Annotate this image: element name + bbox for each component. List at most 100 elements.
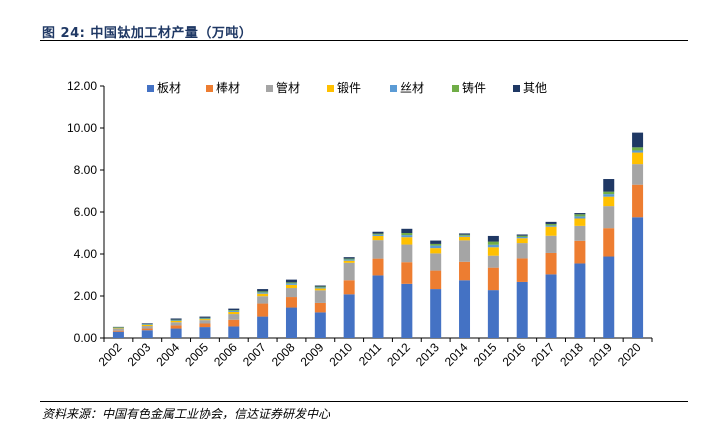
bar-segment: [516, 235, 528, 237]
bar-segment: [112, 327, 124, 328]
bar-segment: [603, 179, 615, 192]
bar-segment: [487, 247, 499, 256]
bar-segment: [545, 252, 557, 275]
legend-label: 铸件: [462, 80, 486, 95]
bar-segment: [516, 234, 528, 236]
bar-segment: [285, 282, 297, 284]
bar-segment: [343, 280, 355, 295]
bar-segment: [343, 260, 355, 263]
bar-segment: [372, 234, 384, 236]
y-tick-label: 6.00: [74, 205, 98, 219]
bar-segment: [574, 216, 586, 219]
x-tick-label: 2014: [442, 340, 471, 369]
bar-segment: [603, 191, 615, 195]
bar-segment: [459, 261, 471, 281]
bar-segment: [343, 258, 355, 260]
bar-segment: [141, 323, 153, 324]
bar-segment: [516, 258, 528, 282]
bar-segment: [285, 279, 297, 283]
bar-segment: [430, 245, 442, 249]
x-tick-label: 2007: [240, 340, 269, 369]
bar-segment: [372, 233, 384, 235]
legend-label: 其他: [523, 81, 547, 95]
x-tick-label: 2020: [615, 340, 644, 369]
bar-segment: [487, 241, 499, 245]
bar-segment: [603, 194, 615, 197]
bar-segment: [257, 291, 269, 293]
bar-segment: [285, 284, 297, 289]
bar-segment: [459, 234, 471, 236]
bar-segment: [199, 316, 211, 318]
bar-segment: [459, 240, 471, 262]
bar-segment: [141, 324, 153, 325]
legend-swatch: [327, 85, 334, 92]
bar-segment: [112, 328, 124, 329]
bar-segment: [430, 289, 442, 338]
bar-segment: [112, 331, 124, 338]
bar-segment: [459, 233, 471, 235]
y-tick-label: 4.00: [74, 247, 98, 261]
bar-segment: [430, 248, 442, 254]
bar-segment: [199, 319, 211, 321]
bar-segment: [228, 314, 240, 320]
bar-segment: [199, 327, 211, 338]
bar-segment: [574, 213, 586, 215]
bar-segment: [487, 267, 499, 291]
bar-segment: [199, 318, 211, 320]
bar-segment: [199, 320, 211, 324]
x-tick-label: 2018: [557, 340, 586, 369]
bar-segment: [372, 235, 384, 241]
bar-segment: [487, 290, 499, 338]
bar-segment: [112, 328, 124, 331]
source-divider: [40, 401, 688, 402]
bar-segment: [228, 326, 240, 338]
bar-segment: [401, 228, 413, 233]
bar-segment: [603, 256, 615, 338]
x-tick-label: 2008: [269, 340, 298, 369]
bar-segment: [487, 244, 499, 248]
legend-swatch: [452, 85, 459, 92]
bar-segment: [257, 292, 269, 294]
bar-segment: [285, 283, 297, 285]
y-tick-label: 8.00: [74, 163, 98, 177]
bar-segment: [372, 258, 384, 276]
bar-segment: [632, 147, 644, 151]
bar-segment: [632, 132, 644, 148]
source-note: 资料来源：中国有色金属工业协会，信达证券研发中心: [42, 407, 331, 421]
bar-segment: [574, 214, 586, 217]
y-tick-label: 2.00: [74, 289, 98, 303]
bar-segment: [112, 330, 124, 332]
bar-segment: [574, 240, 586, 264]
bar-segment: [170, 328, 182, 338]
bar-segment: [603, 228, 615, 257]
y-tick-label: 10.00: [67, 121, 97, 135]
bar-segment: [343, 259, 355, 261]
bar-segment: [459, 236, 471, 241]
bar-segment: [632, 184, 644, 218]
bar-segment: [285, 297, 297, 308]
bar-segment: [545, 235, 557, 253]
x-tick-label: 2009: [298, 340, 327, 369]
bar-segment: [545, 226, 557, 236]
bar-segment: [314, 312, 326, 338]
bar-segment: [285, 307, 297, 338]
x-tick-label: 2010: [326, 340, 355, 369]
bar-segment: [459, 280, 471, 338]
bar-segment: [314, 287, 326, 289]
bar-segment: [257, 293, 269, 297]
bar-segment: [603, 206, 615, 229]
bar-segment: [372, 231, 384, 234]
bar-segment: [545, 221, 557, 224]
bar-segment: [314, 302, 326, 313]
bar-segment: [257, 289, 269, 292]
x-tick-label: 2017: [528, 340, 557, 369]
bar-segment: [545, 274, 557, 338]
bar-segment: [314, 288, 326, 291]
legend-label: 丝材: [400, 81, 424, 95]
bar-segment: [372, 275, 384, 338]
x-tick-label: 2012: [384, 340, 413, 369]
bar-segment: [516, 243, 528, 259]
bar-segment: [228, 310, 240, 311]
legend-label: 管材: [276, 80, 300, 95]
bar-segment: [170, 320, 182, 323]
